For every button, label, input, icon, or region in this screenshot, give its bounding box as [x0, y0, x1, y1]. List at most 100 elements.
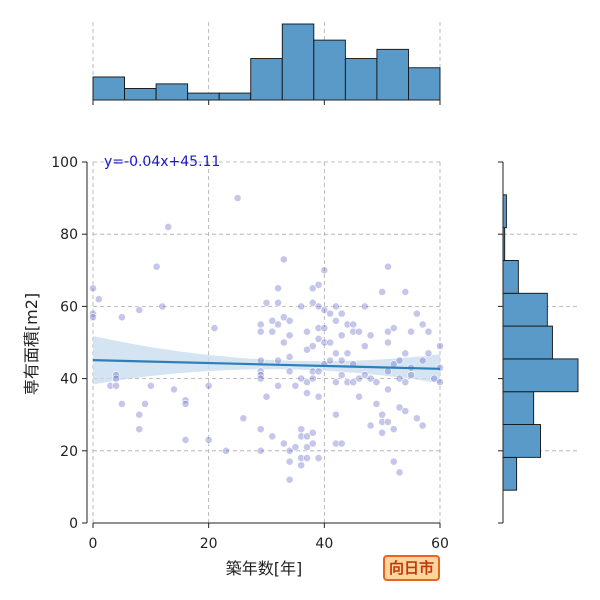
- data-point: [401, 378, 410, 387]
- x-hist-bar: [408, 67, 441, 101]
- data-point: [239, 414, 248, 423]
- data-point: [256, 374, 265, 383]
- y-tick-label: 80: [60, 227, 78, 243]
- data-point: [210, 324, 219, 332]
- data-point: [412, 414, 421, 423]
- data-point: [303, 432, 311, 441]
- data-point: [274, 381, 282, 390]
- data-point: [418, 421, 427, 430]
- data-point: [268, 316, 277, 325]
- data-point: [389, 425, 398, 434]
- data-point: [378, 410, 387, 419]
- data-point: [314, 392, 323, 401]
- data-point: [285, 316, 294, 325]
- data-point: [314, 280, 323, 289]
- data-point: [285, 367, 294, 376]
- data-point: [355, 327, 363, 336]
- data-point: [320, 306, 329, 314]
- data-point: [204, 436, 213, 444]
- data-point: [291, 381, 300, 390]
- data-point: [343, 349, 352, 358]
- city-badge: 向日市: [383, 555, 441, 581]
- data-point: [146, 381, 155, 390]
- data-point: [343, 378, 352, 387]
- data-point: [331, 378, 340, 387]
- data-point: [262, 298, 271, 307]
- y-tick-label: 40: [60, 372, 78, 388]
- data-point: [285, 353, 294, 361]
- y-hist-bar: [502, 194, 507, 229]
- data-point: [378, 288, 387, 296]
- data-point: [112, 381, 121, 390]
- data-point: [372, 378, 381, 387]
- data-point: [395, 403, 404, 412]
- y-axis-label: 専有面積[m2]: [22, 293, 41, 395]
- y-tick-label: 20: [60, 444, 78, 460]
- axis-ticks: 0 20 40 60 80 100 0 20 40 60: [51, 155, 449, 552]
- x-tick-label: 40: [315, 536, 333, 552]
- data-point: [181, 399, 190, 408]
- confidence-band: [93, 335, 440, 385]
- data-point: [118, 313, 126, 322]
- data-point: [233, 194, 242, 202]
- data-point: [326, 309, 335, 318]
- y-hist-bar: [502, 424, 541, 458]
- data-point: [158, 302, 167, 311]
- data-point: [297, 461, 306, 470]
- y-hist-bar: [502, 456, 518, 491]
- data-point: [360, 302, 369, 311]
- regression-line-path: [92, 359, 441, 370]
- x-hist-bar: [155, 83, 189, 101]
- data-point: [401, 288, 410, 296]
- data-point: [135, 425, 144, 434]
- data-point: [331, 302, 340, 311]
- data-point: [274, 298, 282, 307]
- data-point: [314, 302, 323, 311]
- data-point: [274, 284, 282, 293]
- data-point: [395, 468, 404, 477]
- data-point: [331, 439, 340, 448]
- y-hist-bar: [502, 358, 579, 393]
- data-point: [279, 313, 288, 322]
- data-point: [337, 309, 346, 318]
- axes: [86, 162, 440, 524]
- data-point: [355, 374, 363, 383]
- data-point: [106, 381, 115, 390]
- data-point: [389, 457, 398, 466]
- data-point: [152, 262, 161, 271]
- y-hist-bar: [502, 325, 553, 360]
- data-point: [135, 410, 144, 419]
- data-point: [401, 349, 410, 358]
- data-point: [112, 374, 121, 383]
- x-hist-bar: [92, 76, 125, 101]
- data-point: [308, 428, 317, 437]
- data-point: [256, 356, 265, 365]
- x-tick-label: 60: [431, 536, 449, 552]
- x-hist-bar: [250, 58, 283, 101]
- data-point: [303, 378, 311, 387]
- data-point: [372, 399, 381, 408]
- data-point: [268, 432, 277, 441]
- data-point: [297, 432, 306, 441]
- data-point: [389, 324, 398, 332]
- data-point: [164, 223, 173, 231]
- data-point: [320, 324, 329, 332]
- data-point: [384, 418, 392, 426]
- data-point: [384, 385, 392, 394]
- y-hist-bar: [502, 391, 535, 425]
- data-point: [268, 327, 277, 336]
- data-point: [285, 331, 294, 340]
- regression-line: [92, 359, 441, 370]
- data-point: [355, 392, 363, 401]
- data-point: [279, 255, 288, 264]
- data-point: [262, 392, 271, 401]
- data-point: [401, 407, 410, 415]
- data-point: [395, 356, 404, 365]
- data-point: [308, 298, 317, 307]
- data-point: [366, 331, 375, 340]
- data-point: [349, 327, 358, 336]
- data-point: [337, 356, 346, 365]
- data-point: [314, 324, 323, 332]
- data-point: [297, 302, 306, 311]
